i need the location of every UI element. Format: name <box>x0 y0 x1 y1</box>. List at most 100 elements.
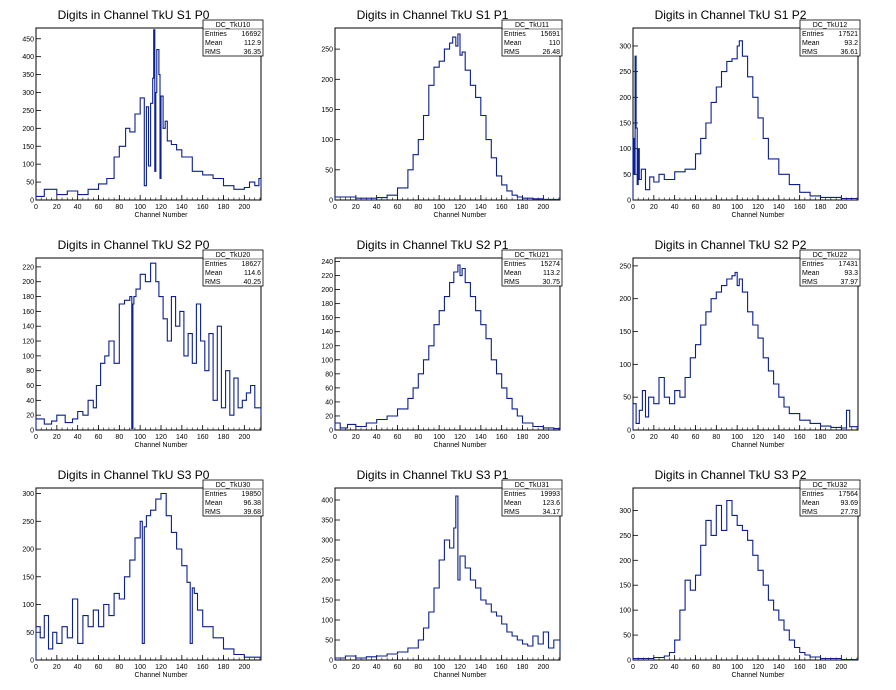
x-tick-label: 100 <box>731 434 743 441</box>
plot-frame <box>35 487 262 661</box>
x-tick-label: 160 <box>496 664 508 671</box>
y-tick-label: 200 <box>619 95 631 102</box>
x-tick-label: 60 <box>394 204 402 211</box>
y-tick-label: 20 <box>26 413 34 420</box>
x-axis-label: Channel Number <box>434 442 488 449</box>
x-tick-label: 40 <box>74 204 82 211</box>
x-tick-label: 20 <box>352 204 360 211</box>
stats-key: Entries <box>802 261 824 268</box>
x-tick-label: 20 <box>352 434 360 441</box>
x-tick-label: 0 <box>333 664 337 671</box>
plot-frame <box>334 27 561 201</box>
stats-name: DC_TkU12 <box>813 22 848 29</box>
y-tick-label: 50 <box>26 630 34 637</box>
x-tick-label: 140 <box>176 204 188 211</box>
x-tick-label: 20 <box>352 664 360 671</box>
x-tick-label: 100 <box>134 204 146 211</box>
x-tick-label: 120 <box>155 664 167 671</box>
stats-name: DC_TkU31 <box>515 482 550 489</box>
x-tick-label: 180 <box>815 664 827 671</box>
x-tick-label: 60 <box>394 434 402 441</box>
y-tick-label: 120 <box>22 339 34 346</box>
stats-key: Mean <box>802 270 820 277</box>
stats-value: 15274 <box>541 261 561 268</box>
y-tick-label: 100 <box>619 608 631 615</box>
stats-value: 17521 <box>839 31 859 38</box>
x-tick-label: 100 <box>731 664 743 671</box>
stats-key: Entries <box>802 491 824 498</box>
x-tick-label: 180 <box>517 664 529 671</box>
x-tick-label: 0 <box>34 204 38 211</box>
x-tick-label: 140 <box>176 434 188 441</box>
y-tick-label: 20 <box>325 413 333 420</box>
stats-key: RMS <box>802 49 818 56</box>
plot-frame <box>632 27 859 201</box>
stats-value: 113.2 <box>543 270 560 277</box>
x-tick-label: 120 <box>454 664 466 671</box>
chart-title: Digits in Channel TkU S2 P2 <box>655 238 807 252</box>
y-tick-label: 300 <box>321 538 333 545</box>
histogram-series <box>334 495 561 660</box>
x-tick-label: 80 <box>712 204 720 211</box>
stats-key: Entries <box>205 31 227 38</box>
stats-box <box>501 249 563 287</box>
x-tick-label: 20 <box>650 664 658 671</box>
x-tick-label: 120 <box>454 204 466 211</box>
y-tick-label: 250 <box>619 69 631 76</box>
stats-box <box>799 249 861 287</box>
x-tick-label: 40 <box>373 434 381 441</box>
stats-name: DC_TkU10 <box>216 22 251 29</box>
y-tick-label: 0 <box>329 198 333 205</box>
y-tick-label: 150 <box>619 120 631 127</box>
x-tick-label: 80 <box>115 664 123 671</box>
x-tick-label: 180 <box>218 664 230 671</box>
y-tick-label: 160 <box>321 315 333 322</box>
stats-key: RMS <box>205 49 221 56</box>
x-tick-label: 180 <box>517 204 529 211</box>
y-tick-label: 40 <box>325 399 333 406</box>
y-tick-label: 400 <box>22 54 34 61</box>
x-tick-label: 120 <box>155 204 167 211</box>
x-tick-label: 0 <box>333 434 337 441</box>
stats-key: RMS <box>205 279 221 286</box>
x-tick-label: 60 <box>692 434 700 441</box>
x-tick-label: 200 <box>238 204 250 211</box>
x-tick-label: 120 <box>752 204 764 211</box>
stats-value: 39.68 <box>243 509 261 516</box>
stats-name: DC_TkU22 <box>813 252 848 259</box>
histogram-panel-2: Digits in Channel TkU S1 P1 0 20 40 60 80 100 1… <box>321 8 563 219</box>
x-tick-label: 100 <box>433 434 445 441</box>
stats-box <box>202 479 264 517</box>
x-tick-label: 60 <box>394 664 402 671</box>
histogram-panel-6: Digits in Channel TkU S2 P2 0 20 40 60 80 100 1… <box>619 238 861 449</box>
plot-frame <box>632 487 859 661</box>
stats-value: 37.97 <box>840 279 858 286</box>
histogram-panel-7: Digits in Channel TkU S3 P0 0 20 40 60 80 100 1… <box>22 468 264 679</box>
plot-frame <box>35 27 262 201</box>
y-tick-label: 100 <box>22 353 34 360</box>
x-tick-label: 100 <box>731 204 743 211</box>
stats-value: 15691 <box>541 31 561 38</box>
x-axis-label: Channel Number <box>732 212 786 219</box>
y-tick-label: 50 <box>623 395 631 402</box>
x-tick-label: 140 <box>773 204 785 211</box>
plot-frame <box>334 257 561 431</box>
stats-value: 96.38 <box>243 500 261 507</box>
y-tick-label: 50 <box>325 638 333 645</box>
y-tick-label: 350 <box>22 72 34 79</box>
y-tick-label: 100 <box>321 137 333 144</box>
stats-key: Entries <box>504 31 526 38</box>
stats-key: Mean <box>205 40 223 47</box>
stats-key: RMS <box>504 49 520 56</box>
histogram-panel-5: Digits in Channel TkU S2 P1 0 20 40 60 80 100 1… <box>321 238 563 449</box>
histogram-panel-3: Digits in Channel TkU S1 P2 0 20 40 60 80 100 1… <box>619 8 861 219</box>
x-tick-label: 0 <box>333 204 337 211</box>
x-tick-label: 20 <box>53 434 61 441</box>
x-tick-label: 20 <box>53 204 61 211</box>
stats-box <box>799 19 861 57</box>
x-tick-label: 80 <box>712 434 720 441</box>
histogram-series <box>334 264 561 430</box>
x-tick-label: 40 <box>671 204 679 211</box>
y-tick-label: 180 <box>321 301 333 308</box>
histogram-series <box>632 271 859 430</box>
